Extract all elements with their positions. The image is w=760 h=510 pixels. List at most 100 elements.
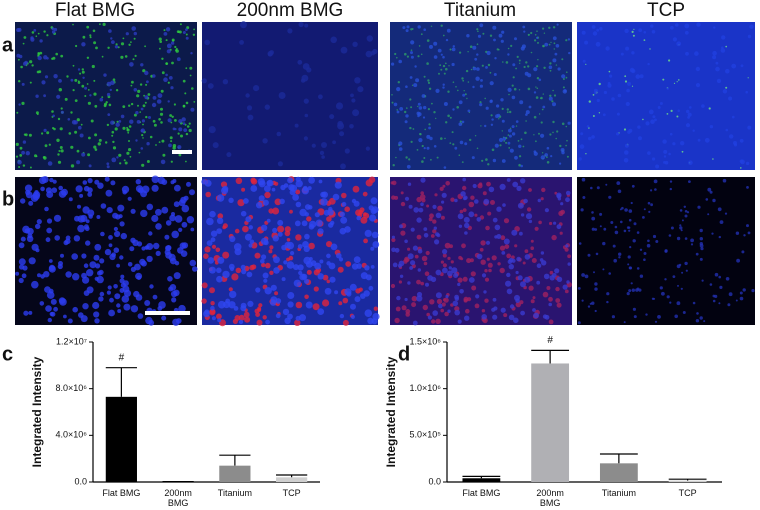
cell — [694, 51, 699, 56]
cell — [632, 34, 635, 37]
cell — [130, 102, 134, 106]
cell — [81, 152, 86, 157]
cell — [747, 231, 751, 235]
cell — [94, 243, 102, 251]
cell — [352, 41, 358, 47]
cell — [452, 300, 459, 307]
cell — [351, 98, 356, 103]
column-header: Flat BMG — [55, 0, 135, 21]
column-header: 200nm BMG — [237, 0, 344, 21]
cell — [161, 71, 165, 75]
cell — [476, 43, 479, 45]
cell — [533, 115, 537, 119]
cell — [70, 78, 74, 82]
cell — [123, 289, 132, 297]
cell — [459, 209, 464, 214]
cell — [749, 24, 754, 29]
cell — [134, 263, 141, 271]
cell — [262, 138, 268, 144]
cell — [631, 184, 635, 188]
cell — [464, 231, 468, 235]
cell — [108, 235, 113, 240]
cell — [104, 176, 110, 182]
cell — [407, 247, 411, 251]
cell — [661, 291, 665, 296]
cell — [171, 61, 174, 65]
cell — [107, 46, 110, 49]
micrographs — [15, 21, 755, 327]
cell — [24, 228, 31, 234]
cell — [84, 95, 87, 97]
cell — [605, 46, 610, 51]
cell — [28, 310, 33, 315]
cell — [562, 86, 565, 89]
cell — [699, 316, 703, 320]
cell — [502, 61, 504, 63]
cell — [519, 231, 523, 236]
cell — [428, 217, 433, 222]
cell — [192, 266, 198, 272]
cell — [133, 113, 137, 117]
cell — [513, 317, 519, 324]
bar — [105, 396, 137, 482]
cell — [464, 315, 470, 321]
cell — [533, 150, 537, 154]
cell — [136, 120, 141, 124]
cell — [432, 204, 437, 209]
cell — [201, 298, 207, 304]
cell — [130, 305, 139, 313]
cell — [508, 264, 514, 270]
cell — [140, 190, 148, 198]
cell — [391, 247, 396, 253]
cell — [137, 89, 141, 93]
cell — [394, 195, 399, 200]
cell — [106, 81, 112, 87]
cell — [532, 296, 536, 300]
cell — [677, 109, 680, 113]
cell — [512, 76, 515, 79]
cell — [591, 216, 596, 221]
cell — [177, 132, 180, 135]
cell — [193, 28, 196, 31]
cell — [104, 248, 112, 256]
cell — [304, 204, 311, 210]
y-tick-label: 8.0×10⁶ — [56, 383, 88, 393]
cell — [567, 262, 571, 266]
cell — [86, 269, 94, 277]
cell — [556, 224, 562, 230]
cell — [499, 267, 505, 274]
cell — [344, 148, 350, 154]
cell — [591, 25, 596, 29]
cell — [652, 234, 657, 239]
cell — [149, 284, 154, 289]
cell — [669, 301, 672, 304]
cell — [101, 55, 104, 58]
cell — [165, 62, 169, 65]
cell — [394, 52, 397, 56]
cell — [212, 142, 219, 149]
cell — [70, 164, 75, 168]
cell — [536, 65, 539, 68]
cell — [697, 138, 701, 142]
cell — [474, 303, 480, 309]
cell — [119, 221, 125, 227]
cell — [277, 231, 283, 237]
cell — [452, 81, 455, 83]
cell — [89, 94, 92, 97]
cell — [494, 143, 499, 148]
cell — [56, 94, 61, 99]
cell — [246, 271, 253, 278]
cell — [631, 68, 636, 74]
cell — [739, 159, 744, 164]
cell — [266, 218, 271, 223]
cell — [468, 211, 475, 218]
cell — [86, 83, 89, 85]
cell — [461, 161, 464, 164]
cell — [216, 267, 222, 274]
cell — [418, 106, 423, 110]
cell — [83, 185, 90, 192]
cell — [29, 166, 32, 169]
cell — [34, 154, 37, 158]
cell — [591, 135, 595, 139]
cell — [481, 314, 488, 320]
